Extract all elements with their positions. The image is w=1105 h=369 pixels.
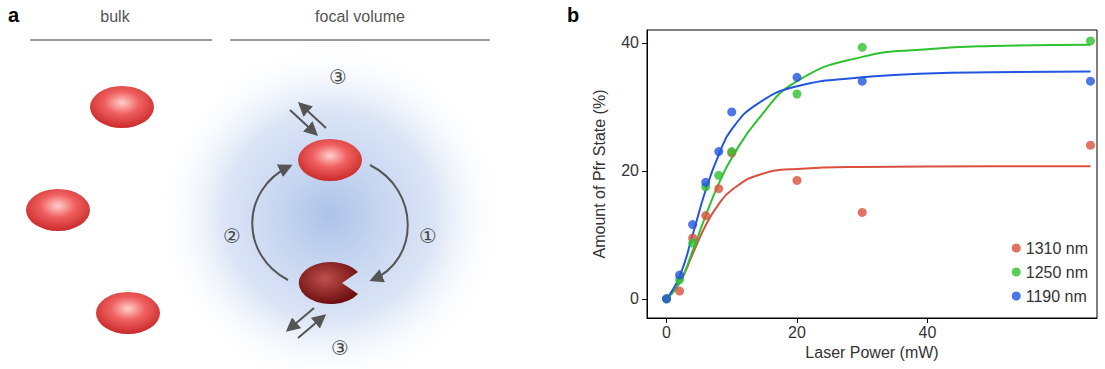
svg-text:20: 20 — [621, 162, 639, 179]
svg-text:①: ① — [419, 225, 437, 247]
svg-text:③: ③ — [329, 66, 347, 88]
svg-text:0: 0 — [662, 324, 671, 341]
svg-text:Amount of Pfr State (%): Amount of Pfr State (%) — [591, 90, 608, 259]
svg-text:40: 40 — [919, 324, 937, 341]
svg-text:bulk: bulk — [100, 8, 130, 25]
svg-text:20: 20 — [788, 324, 806, 341]
svg-text:a: a — [8, 4, 20, 26]
svg-text:40: 40 — [621, 34, 639, 51]
svg-text:②: ② — [223, 225, 241, 247]
svg-text:0: 0 — [630, 290, 639, 307]
svg-text:③: ③ — [331, 337, 349, 359]
svg-text:1250 nm: 1250 nm — [1026, 264, 1088, 281]
svg-text:focal volume: focal volume — [315, 8, 405, 25]
svg-text:1310 nm: 1310 nm — [1026, 240, 1088, 257]
svg-text:Laser Power (mW): Laser Power (mW) — [805, 344, 938, 361]
svg-text:1190 nm: 1190 nm — [1026, 288, 1087, 305]
svg-text:b: b — [567, 4, 579, 26]
